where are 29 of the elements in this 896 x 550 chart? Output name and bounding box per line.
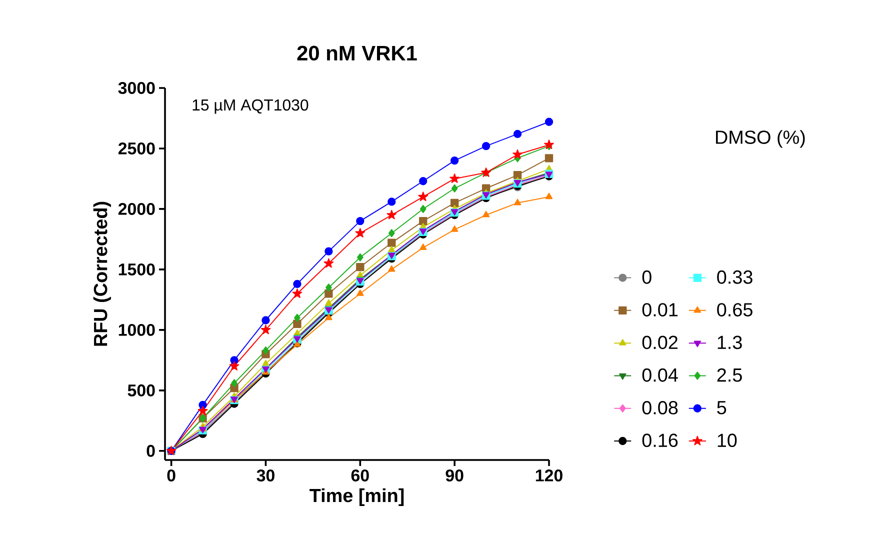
x-tick-label: 30 [256,469,274,482]
x-tick-label: 90 [446,469,464,482]
chart-title: 20 nM VRK1 [297,46,417,61]
x-tick-label: 0 [167,469,176,482]
y-tick-label: 3000 [118,82,155,94]
legend-label: 0.01 [642,303,678,316]
y-tick-label: 1000 [118,324,155,336]
y-tick-label: 2000 [118,202,155,215]
legend-label: 0.33 [717,270,752,284]
legend-label: 5 [717,401,726,414]
legend-label: 0 [642,270,652,284]
legend-label: 0.04 [642,368,678,382]
legend-title: DMSO (%) [716,130,805,148]
annotation: 15 µM AQT1030 [192,99,308,114]
y-tick-label: 500 [128,384,155,396]
x-tick-label: 60 [351,469,369,482]
legend-label: 0.16 [642,434,678,448]
x-tick-label: 120 [536,469,562,482]
y-axis-title: RFU (Corrected) [93,202,111,346]
legend-label: 2.5 [717,368,742,382]
legend-label: 0.65 [717,303,752,316]
y-tick-label: 1500 [118,263,155,276]
legend-label: 10 [718,434,737,448]
y-tick-label: 0 [146,444,155,457]
legend-label: 0.02 [642,336,678,350]
legend-label: 1.3 [718,336,742,350]
x-axis-title: Time [min] [310,488,404,506]
y-tick-label: 2500 [118,142,155,154]
legend-label: 0.08 [642,401,678,414]
